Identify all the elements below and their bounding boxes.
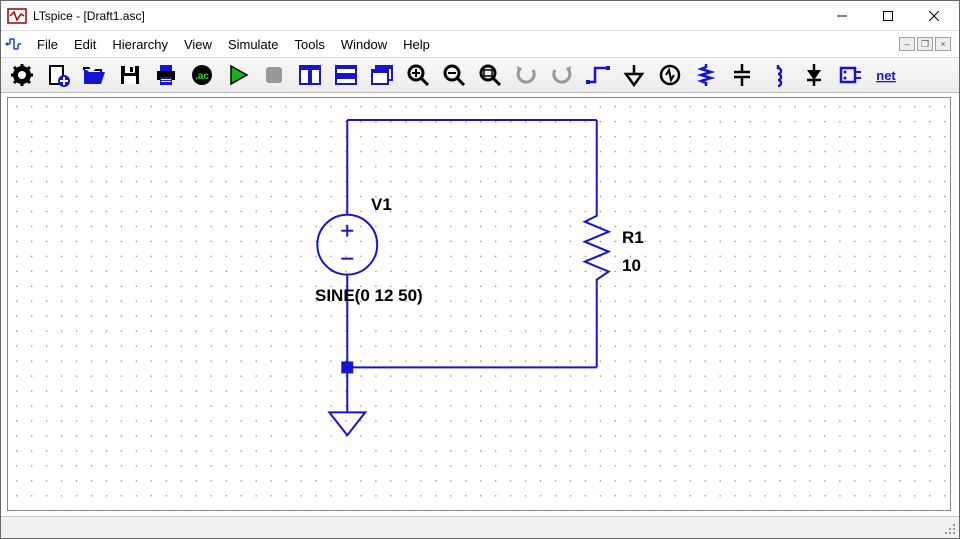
log-button[interactable]: .ac <box>187 60 217 90</box>
schematic-icon <box>5 35 23 53</box>
mdi-minimize-button[interactable]: – <box>899 37 915 51</box>
stop-button[interactable] <box>259 60 289 90</box>
resistor-value-label[interactable]: 10 <box>622 256 641 276</box>
ground-button[interactable] <box>619 60 649 90</box>
svg-text:.ac: .ac <box>195 71 209 82</box>
maximize-button[interactable] <box>865 1 911 31</box>
svg-text:net: net <box>876 68 896 83</box>
menu-window[interactable]: Window <box>333 35 395 54</box>
mdi-close-button[interactable]: × <box>935 37 951 51</box>
voltage-name-label[interactable]: V1 <box>371 195 392 215</box>
voltage-value-label[interactable]: SINE(0 12 50) <box>315 286 423 306</box>
schematic-drawing <box>8 98 950 511</box>
undo-button[interactable] <box>511 60 541 90</box>
window-title: LTspice - [Draft1.asc] <box>33 9 819 23</box>
resistor-button[interactable] <box>691 60 721 90</box>
cascade-button[interactable] <box>331 60 361 90</box>
minimize-button[interactable] <box>819 1 865 31</box>
component-button[interactable] <box>835 60 865 90</box>
open-button[interactable] <box>79 60 109 90</box>
save-button[interactable] <box>115 60 145 90</box>
toolbar: .ac net <box>1 57 959 93</box>
menubar: File Edit Hierarchy View Simulate Tools … <box>1 31 959 57</box>
net-label-button[interactable]: net <box>871 60 901 90</box>
menu-view[interactable]: View <box>176 35 220 54</box>
menu-simulate[interactable]: Simulate <box>220 35 287 54</box>
windows-button[interactable] <box>367 60 397 90</box>
tile-vertical-button[interactable] <box>295 60 325 90</box>
menu-hierarchy[interactable]: Hierarchy <box>104 35 176 54</box>
zoom-out-button[interactable] <box>439 60 469 90</box>
mdi-restore-button[interactable]: ❐ <box>917 37 933 51</box>
close-button[interactable] <box>911 1 957 31</box>
app-icon <box>7 6 27 26</box>
wire-button[interactable] <box>583 60 613 90</box>
new-schematic-button[interactable] <box>43 60 73 90</box>
settings-button[interactable] <box>7 60 37 90</box>
resize-grip-icon[interactable] <box>943 522 957 536</box>
zoom-in-button[interactable] <box>403 60 433 90</box>
menu-help[interactable]: Help <box>395 35 438 54</box>
run-button[interactable] <box>223 60 253 90</box>
voltage-button[interactable] <box>655 60 685 90</box>
redo-button[interactable] <box>547 60 577 90</box>
canvas-area: V1 SINE(0 12 50) R1 10 <box>1 93 959 517</box>
statusbar <box>1 516 959 538</box>
zoom-fit-button[interactable] <box>475 60 505 90</box>
resistor-name-label[interactable]: R1 <box>622 228 644 248</box>
capacitor-button[interactable] <box>727 60 757 90</box>
menu-file[interactable]: File <box>29 35 66 54</box>
print-button[interactable] <box>151 60 181 90</box>
menu-edit[interactable]: Edit <box>66 35 104 54</box>
diode-button[interactable] <box>799 60 829 90</box>
menu-tools[interactable]: Tools <box>287 35 333 54</box>
inductor-button[interactable] <box>763 60 793 90</box>
schematic-canvas[interactable]: V1 SINE(0 12 50) R1 10 <box>7 97 951 511</box>
titlebar: LTspice - [Draft1.asc] <box>1 1 959 31</box>
